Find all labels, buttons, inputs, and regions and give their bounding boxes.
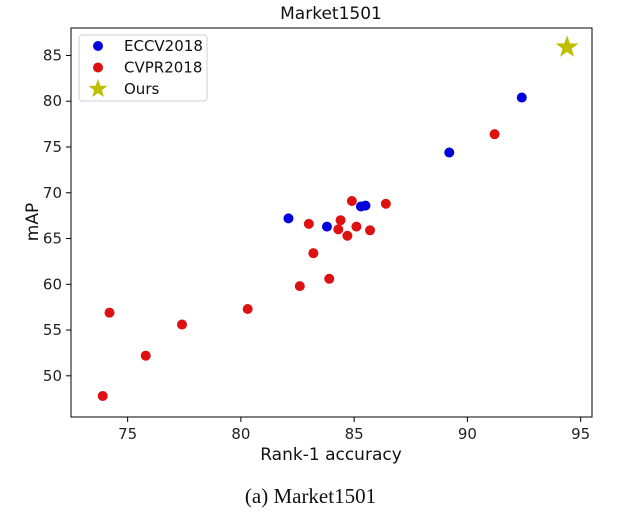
y-tick-label: 55 xyxy=(43,321,62,339)
data-point-eccv2018 xyxy=(321,221,332,232)
data-point-cvpr2018 xyxy=(104,307,115,318)
data-point-cvpr2018 xyxy=(346,195,357,206)
y-tick-label: 60 xyxy=(43,275,62,293)
y-tick-label: 65 xyxy=(43,230,62,248)
plot-area xyxy=(70,27,593,418)
data-point-cvpr2018 xyxy=(380,198,391,209)
x-tick-label: 75 xyxy=(118,425,137,443)
data-point-eccv2018 xyxy=(444,147,455,158)
data-point-cvpr2018 xyxy=(324,273,335,284)
legend-box xyxy=(78,34,208,102)
data-point-eccv2018 xyxy=(283,213,294,224)
y-tick-label: 50 xyxy=(43,367,62,385)
x-tick-label: 95 xyxy=(571,425,590,443)
data-point-cvpr2018 xyxy=(294,281,305,292)
y-tick-label: 85 xyxy=(43,46,62,64)
x-tick-label: 80 xyxy=(231,425,250,443)
scatter-chart: Market1501 75 80 85 90 95 50 55 60 65 70 75 80 85 EC… xyxy=(23,4,593,465)
data-point-cvpr2018 xyxy=(97,390,108,401)
data-point-cvpr2018 xyxy=(351,221,362,232)
legend: ECCV2018 CVPR2018 Ours xyxy=(78,34,208,102)
data-point-cvpr2018 xyxy=(308,248,319,259)
data-point-cvpr2018 xyxy=(176,319,187,330)
legend-label-cvpr2018: CVPR2018 xyxy=(124,59,202,77)
y-tick-label: 70 xyxy=(43,184,62,202)
legend-marker-ours xyxy=(88,79,108,98)
legend-label-ours: Ours xyxy=(124,80,159,98)
data-point-eccv2018 xyxy=(516,92,527,103)
figure-caption: (a) Market1501 xyxy=(244,484,377,508)
data-point-cvpr2018 xyxy=(335,215,346,226)
legend-label-eccv2018: ECCV2018 xyxy=(124,37,203,55)
y-tick-label: 75 xyxy=(43,138,62,156)
legend-marker-cvpr2018 xyxy=(93,62,103,73)
data-point-eccv2018 xyxy=(360,200,371,211)
data-point-cvpr2018 xyxy=(365,225,376,236)
data-point-cvpr2018 xyxy=(303,218,314,229)
y-axis-title: mAP xyxy=(23,203,43,241)
data-point-cvpr2018 xyxy=(242,303,253,314)
data-point-cvpr2018 xyxy=(342,230,353,241)
x-tick-label: 90 xyxy=(458,425,477,443)
data-point-cvpr2018 xyxy=(333,224,344,235)
data-point-ours xyxy=(555,35,579,57)
x-tick-label: 85 xyxy=(345,425,364,443)
data-point-cvpr2018 xyxy=(140,350,151,361)
legend-marker-eccv2018 xyxy=(93,41,103,51)
y-tick-label: 80 xyxy=(43,92,62,110)
chart-title: Market1501 xyxy=(280,4,382,24)
data-point-cvpr2018 xyxy=(489,129,500,140)
x-axis-title: Rank-1 accuracy xyxy=(260,445,402,465)
